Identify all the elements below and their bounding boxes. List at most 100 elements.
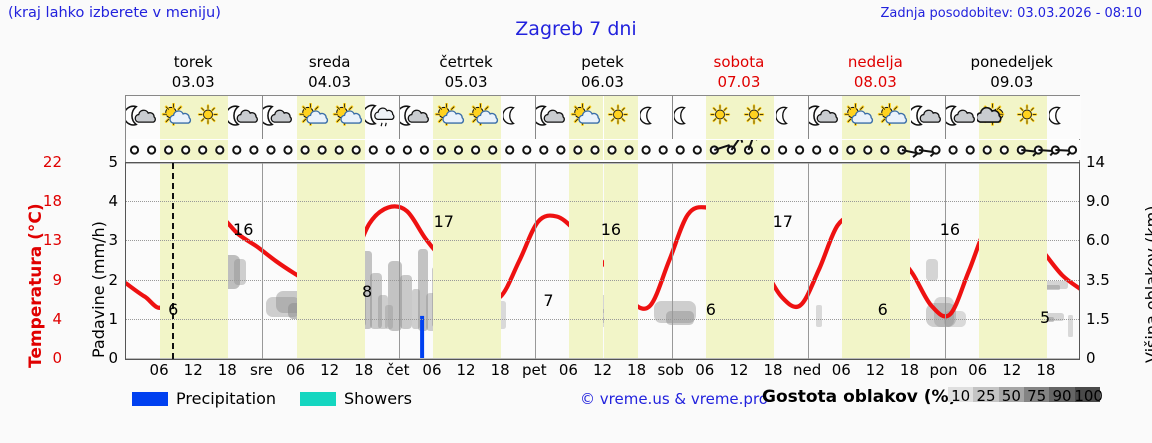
weather-icon-cell-16 [671,96,706,139]
day-name: nedelja [847,53,903,71]
wind-calm-circle [351,145,361,155]
weather-icon-cell-26 [1012,96,1047,139]
wind-calm-circle [215,145,225,155]
gridline-vertical [671,163,673,359]
temperature-graph: 616817716617616516 [125,162,1080,360]
wind-calm-circle [658,145,668,155]
temperature-label: 16 [600,220,622,240]
last-updated: Zadnja posodobitev: 03.03.2026 - 08:10 [880,6,1142,21]
precipitation-axis-title: Padavine (mm/h) [89,221,108,358]
wind-calm-circle [846,145,856,155]
day-date: 06.03 [581,73,624,91]
wind-cell-24 [944,140,979,160]
weather-icon-cell-9 [432,96,468,139]
weather-icon-cell-14 [603,96,638,139]
cloud-density-tick: 10 [951,387,971,405]
sun-cloud-icon [841,101,877,133]
weather-icon-cell-24 [941,96,979,139]
x-axis-tick: 12 [320,361,340,379]
day-name: četrtek [439,53,493,71]
wind-barb [914,145,936,158]
x-axis-tick: 06 [285,361,306,379]
day-name: torek [173,53,213,71]
sun-cloud-icon [159,101,195,133]
precipitation-tick: 1 [108,309,118,328]
moon-cloud-icon [941,103,979,133]
sun-icon [708,103,738,133]
wind-calm-circle [965,145,975,155]
weather-icon-cell-1 [159,96,195,139]
cloud-height-tick: 14 [1086,153,1106,171]
cloud-height-axis-title: Višina oblakov (km) [1142,205,1152,363]
day-date: 09.03 [990,73,1034,91]
wind-cell-16 [671,140,706,160]
moon-cloud-drizzle-icon [362,102,399,134]
wind-cell-6 [330,140,365,160]
weather-icon-cell-6 [330,96,365,139]
precipitation-tick: 5 [108,153,118,171]
temperature-label: 17 [433,211,454,231]
wind-barb [726,140,744,155]
x-axis-tick: 12 [183,361,203,379]
wind-cell-8 [398,140,433,160]
gridline-horizontal [126,163,1079,164]
sun-cloud-icon [296,101,332,133]
day-header-6: ponedeljek 09.03 [944,52,1080,92]
wind-calm-circle [573,145,583,155]
temperature-axis-title: Temperatura (°C) [26,203,46,368]
temperature-tick: 18 [42,192,62,211]
sun-cloud-icon [432,101,468,133]
day-header-3: petek 06.03 [534,52,670,92]
current-time-marker [172,163,175,359]
daylight-band [876,163,911,359]
moon-cloud-icon [225,103,262,133]
forecast-plot: 616817716617616516 [123,95,1081,360]
temperature-label: 16 [939,220,961,240]
x-axis-tick: pet [521,361,547,379]
daylight-band [603,163,638,359]
cloud-height-tick: 6.0 [1086,231,1110,250]
daylight-band [739,163,775,359]
wind-cell-1 [160,140,195,160]
day-date: 08.03 [853,73,897,91]
x-axis-tick: 12 [592,361,613,379]
cloud-density-patch [418,249,428,331]
credit-link[interactable]: © vreme.us & vreme.pro [580,390,768,408]
wind-cell-19 [774,140,809,160]
cloud-density-tick: 25 [976,387,996,405]
x-axis-tick: 18 [763,361,783,379]
temperature-tick: 9 [52,270,62,289]
x-axis-tick: 06 [831,361,851,379]
temperature-tick: 13 [42,231,62,250]
cloud-density-patch [666,311,694,325]
cloud-density-patch [400,275,412,329]
cloud-height-tick: 9.0 [1086,192,1110,211]
day-separator [944,96,946,139]
wind-calm-circle [249,145,259,155]
daylight-band [569,163,604,359]
wind-calm-circle [283,145,293,155]
daylight-band [296,163,331,359]
weather-icon-cell-12 [532,96,570,139]
wind-cell-15 [637,140,672,160]
wind-cell-0 [126,140,161,160]
wind-cell-21 [842,140,877,160]
wind-cell-10 [467,140,502,160]
wind-cell-20 [808,140,843,160]
weather-icon-cell-25 [975,96,1013,139]
day-date: 07.03 [717,73,761,91]
temperature-label: 6 [168,299,179,319]
precipitation-legend-label: Precipitation [176,389,277,408]
precipitation-tick: 0 [108,349,118,367]
temperature-tick: 22 [42,153,62,171]
page-title: Zagreb 7 dni [515,18,637,40]
cloud-density-patch [234,259,246,285]
wind-calm-circle [692,145,702,155]
wind-cell-13 [569,140,604,160]
weather-icon-cell-27 [1046,96,1081,139]
wind-calm-circle [948,145,958,155]
moon-cloud-icon [532,103,569,133]
cloud-density-patch [816,305,822,327]
temperature-label: 16 [233,220,254,240]
wind-cell-2 [194,140,229,160]
